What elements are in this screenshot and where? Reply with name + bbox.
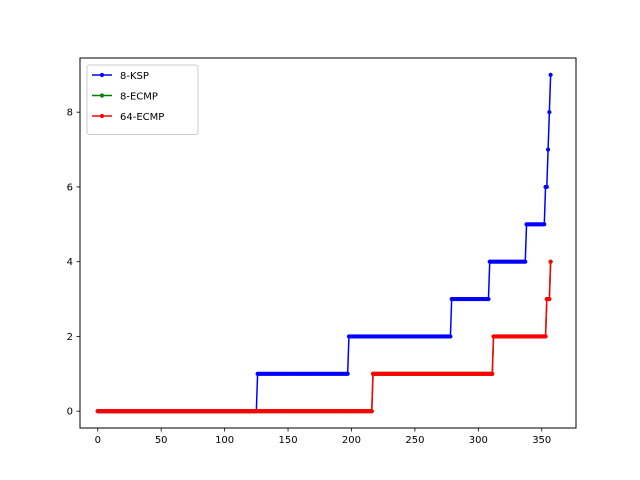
legend-marker (99, 72, 105, 78)
data-point (486, 296, 491, 302)
legend-box (86, 64, 199, 135)
legend: 8-KSP 8-ECMP 64-ECMP (86, 64, 199, 135)
legend-label: 8-KSP (120, 71, 149, 82)
x-tick-label: 200 (342, 435, 361, 446)
data-point (544, 184, 549, 190)
legend-marker (99, 93, 105, 98)
legend-label: 64-ECMP (120, 112, 164, 123)
data-point (545, 147, 551, 152)
data-point (547, 110, 552, 115)
x-tick-label: 0 (95, 435, 101, 446)
plot-frame (79, 57, 577, 429)
x-tick-label: 50 (155, 435, 168, 446)
legend-label: 8-ECMP (120, 91, 158, 102)
data-point (490, 371, 495, 376)
y-tick-label: 0 (67, 407, 73, 418)
data-point (548, 72, 553, 77)
series-64-ecmp (95, 259, 553, 414)
legend-marker (99, 113, 105, 119)
data-point (547, 296, 552, 302)
y-tick-label: 8 (67, 108, 73, 119)
data-point (448, 334, 453, 339)
x-tick-label: 150 (278, 435, 297, 446)
data-point (369, 409, 374, 414)
series-layer (95, 72, 553, 414)
y-tick-label: 6 (67, 182, 73, 193)
y-tick-label: 2 (67, 332, 73, 343)
data-point (542, 222, 547, 227)
data-point (548, 259, 553, 264)
x-tick-label: 250 (405, 435, 424, 446)
x-tick-label: 300 (469, 435, 488, 446)
x-tick-label: 350 (532, 435, 551, 446)
data-point (543, 334, 548, 339)
x-tick-label: 100 (215, 435, 234, 446)
axes-layer: 0 50 100 150 200 250 300 350 0 2 4 6 8 (67, 108, 552, 446)
data-point (345, 371, 350, 376)
y-tick-label: 4 (67, 257, 73, 268)
data-point (523, 259, 528, 264)
